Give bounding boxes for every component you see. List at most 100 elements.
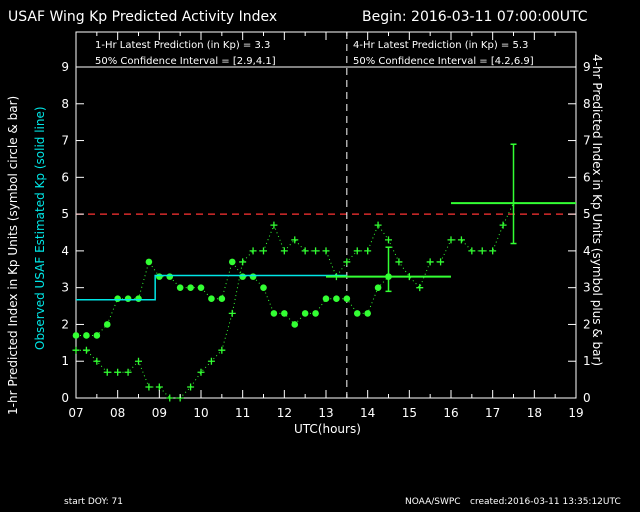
left-axis-label-predicted: 1-hr Predicted Index in Kp Units (symbol… <box>6 95 20 415</box>
predicted-1hr-point <box>176 284 184 291</box>
predicted-4hr-point <box>457 236 465 244</box>
x-tick-label: 11 <box>235 406 250 420</box>
predicted-1hr-line <box>76 260 389 336</box>
x-tick-label: 08 <box>110 406 125 420</box>
predicted-1hr-point <box>83 332 90 339</box>
x-tick-label: 07 <box>68 406 83 420</box>
y-tick-label-left: 6 <box>61 170 69 184</box>
predicted-4hr-point <box>426 258 434 266</box>
predicted-1hr-point <box>135 295 142 303</box>
right-axis-label: 4-hr Predicted Index in Kp Units (symbol… <box>590 54 604 367</box>
y-tick-label-right: 4 <box>583 244 591 258</box>
predicted-4hr-point <box>145 383 153 391</box>
predicted-4hr-point <box>218 346 226 354</box>
chart-title: USAF Wing Kp Predicted Activity Index <box>8 9 278 25</box>
four-hr-confidence: 50% Confidence Interval = [4.2,6.9] <box>353 56 534 67</box>
y-tick-label-right: 2 <box>583 317 591 331</box>
y-tick-label-right: 6 <box>583 170 591 184</box>
predicted-4hr-point <box>437 258 445 266</box>
y-tick-label-right: 7 <box>583 134 591 148</box>
left-axis-label-observed: Observed USAF Estimated Kp (solid line) <box>33 106 47 350</box>
predicted-1hr-point <box>239 273 246 280</box>
y-tick-label-right: 8 <box>583 97 591 111</box>
predicted-1hr-point <box>187 284 194 291</box>
source-label: NOAA/SWPC <box>405 497 461 507</box>
predicted-4hr-point <box>166 394 174 402</box>
x-tick-label: 09 <box>152 406 167 420</box>
chart-data-layer <box>72 143 576 402</box>
four-hr-prediction: 4-Hr Latest Prediction (in Kp) = 5.3 <box>353 40 529 51</box>
one-hr-prediction: 1-Hr Latest Prediction (in Kp) = 3.3 <box>95 40 271 51</box>
predicted-1hr-point <box>270 310 278 317</box>
start-doy: start DOY: 71 <box>64 497 123 507</box>
predicted-1hr-point <box>333 295 340 303</box>
predicted-4hr-point <box>114 368 122 376</box>
predicted-1hr-point <box>72 332 80 339</box>
predicted-4hr-point <box>468 247 476 255</box>
predicted-4hr-point <box>72 346 80 354</box>
predicted-4hr-point <box>447 236 455 244</box>
predicted-1hr-point <box>312 310 319 317</box>
predicted-1hr-point <box>249 273 257 280</box>
predicted-4hr-point <box>93 357 101 365</box>
predicted-1hr-point <box>166 273 174 280</box>
begin-time: Begin: 2016-03-11 07:00:00UTC <box>362 9 588 25</box>
predicted-1hr-point <box>124 295 132 303</box>
y-tick-label-left: 4 <box>61 244 69 258</box>
predicted-1hr-point <box>156 273 163 280</box>
created-time: created:2016-03-11 13:35:12UTC <box>470 497 621 507</box>
x-tick-label: 16 <box>443 406 458 420</box>
y-tick-label-left: 2 <box>61 317 69 331</box>
x-tick-label: 14 <box>360 406 375 420</box>
predicted-4hr-point <box>124 368 132 376</box>
predicted-4hr-point <box>353 247 361 255</box>
x-tick-label: 18 <box>527 406 542 420</box>
predicted-1hr-point <box>145 258 153 266</box>
y-tick-label-right: 3 <box>583 281 591 295</box>
predicted-4hr-point <box>343 258 351 266</box>
predicted-4hr-point <box>395 258 403 266</box>
y-tick-label-left: 5 <box>61 207 69 221</box>
y-tick-label-right: 1 <box>583 354 591 368</box>
y-tick-label-right: 5 <box>583 207 591 221</box>
predicted-4hr-point <box>499 221 507 229</box>
predicted-4hr-point <box>416 284 424 292</box>
x-tick-label: 13 <box>318 406 333 420</box>
predicted-4hr-point <box>260 247 267 255</box>
y-tick-label-right: 0 <box>583 391 591 405</box>
y-tick-label-left: 9 <box>61 60 69 74</box>
predicted-4hr-point <box>385 236 392 244</box>
x-tick-label: 10 <box>193 406 208 420</box>
predicted-4hr-point <box>489 247 497 255</box>
predicted-4hr-point <box>312 247 320 255</box>
predicted-1hr-point <box>260 284 267 291</box>
predicted-1hr-point <box>218 295 226 303</box>
predicted-4hr-point <box>478 247 486 255</box>
x-tick-label: 15 <box>402 406 417 420</box>
x-tick-label: 17 <box>485 406 500 420</box>
predicted-4hr-point <box>301 247 309 255</box>
predicted-4hr-point <box>239 258 247 266</box>
predicted-4hr-point <box>82 346 90 354</box>
predicted-4hr-point <box>155 383 163 391</box>
predicted-4hr-point <box>270 221 278 229</box>
plot-frame <box>75 31 577 399</box>
predicted-4hr-point <box>291 236 299 244</box>
predicted-1hr-point <box>114 295 121 303</box>
x-axis-label: UTC(hours) <box>294 422 361 436</box>
x-tick-label: 12 <box>277 406 292 420</box>
predicted-1hr-point <box>364 310 371 317</box>
y-tick-label-right: 9 <box>583 60 591 74</box>
predicted-4hr-point <box>103 368 111 376</box>
predicted-1hr-point <box>197 284 205 291</box>
predicted-1hr-point <box>103 321 111 328</box>
predicted-1hr-point <box>208 295 215 303</box>
chart-ticks: 07 08 09 10 11 12 13 14 15 16 17 18 190 01 12 23 34 45 56 6… <box>61 32 591 420</box>
predicted-4hr-point <box>187 383 195 391</box>
predicted-4hr-point <box>228 309 236 317</box>
predicted-4hr-point <box>249 247 257 255</box>
predicted-4hr-point <box>197 368 205 376</box>
predicted-1hr-point <box>281 310 288 317</box>
predicted-4hr-point <box>135 357 142 365</box>
